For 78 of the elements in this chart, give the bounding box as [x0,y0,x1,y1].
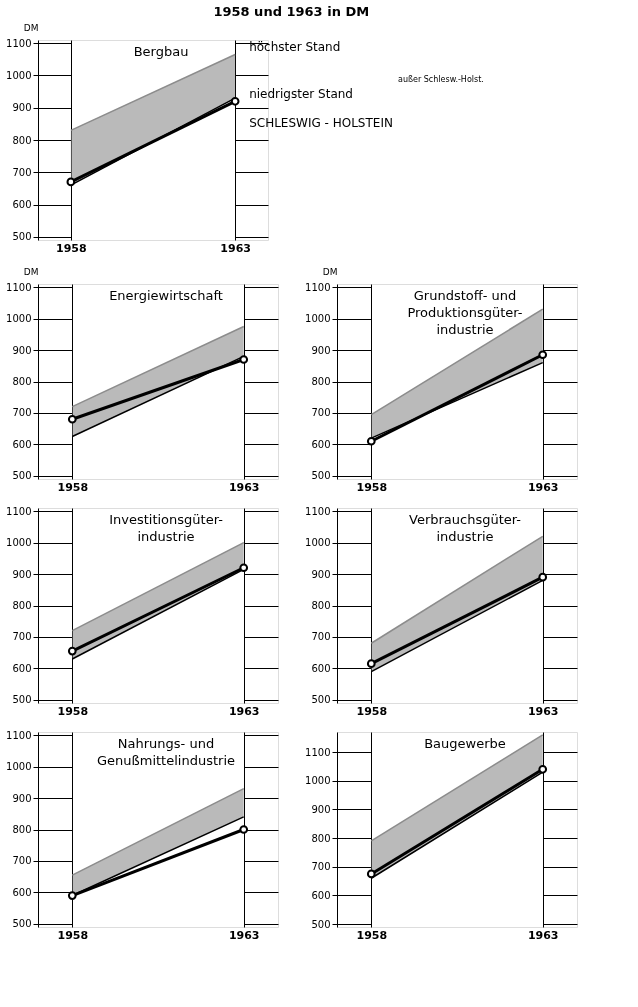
y-tick-label: 600 [12,199,32,211]
chart-title: Energiewirtschaft [109,288,223,303]
y-tick-label: 500 [12,231,32,243]
y-tick-label: 1000 [305,775,331,787]
text: Verbrauchsgüter- industrie [409,512,522,544]
y-tick-label: 800 [12,376,32,387]
x-tick-label: 1963 [228,704,260,718]
y-tick-label: 600 [311,889,331,901]
y-tick-label: 800 [12,600,32,611]
y-tick-label: 1100 [305,505,331,517]
y-tick-label: 900 [12,568,32,580]
y-tick-label: 800 [311,600,331,611]
x-tick-label: 1963 [527,480,559,494]
y-tick-label: 500 [311,694,331,706]
y-tick-label: 1100 [305,281,331,293]
y-tick-label: 900 [311,344,331,356]
y-tick-label: 800 [12,134,32,146]
y-tick-label: 1000 [6,313,32,325]
series-label: höchster Stand [249,39,341,54]
y-tick-label: 1000 [305,313,331,325]
y-tick-label: 900 [12,102,32,114]
y-tick-label: 1100 [6,505,32,517]
y-tick-label: 700 [311,631,331,643]
x-tick-label: 1958 [356,480,388,494]
y-tick-label: 800 [311,376,331,387]
chart-title: Baugewerbe [424,736,506,751]
x-tick-label: 1958 [57,704,89,718]
text: Nahrungs- und Genußmittelindustrie [97,736,235,768]
text: Grundstoff- und Produktionsgüter- industrie [407,288,523,337]
series-label: niedrigster Stand [249,87,353,102]
y-tick-label: 700 [311,861,331,873]
y-tick-label: 1100 [6,37,32,49]
x-tick-label: 1963 [527,928,559,942]
y-tick-label: 500 [311,918,331,930]
y-tick-label: 900 [12,792,32,804]
y-tick-label: 500 [12,694,32,706]
y-axis-title: DM [23,22,39,33]
y-tick-label: 700 [12,166,32,178]
x-tick-label: 1963 [228,480,260,494]
y-tick-label: 900 [311,803,331,815]
text: Investitionsgüter- industrie [109,512,224,544]
y-tick-label: 1100 [6,729,32,741]
y-tick-label: 1000 [6,537,32,549]
text: außer Schlesw.-Holst. [398,75,484,84]
y-tick-label: 700 [311,407,331,419]
y-tick-label: 600 [311,438,331,450]
x-tick-label: 1958 [356,704,388,718]
y-tick-label: 1000 [305,537,331,549]
y-tick-label: 600 [12,438,32,450]
y-tick-label: 700 [12,631,32,643]
y-tick-label: 1100 [305,746,331,758]
x-tick-label: 1958 [56,241,87,255]
y-axis-title: DM [322,266,338,277]
chart-title: Bergbau [133,44,189,59]
y-tick-label: 800 [311,832,331,844]
y-tick-label: 600 [12,662,32,674]
x-tick-label: 1963 [527,704,559,718]
y-tick-label: 1000 [6,761,32,773]
y-tick-label: 500 [12,918,32,930]
y-tick-label: 700 [12,855,32,867]
x-tick-label: 1963 [228,928,260,942]
y-tick-label: 700 [12,407,32,419]
y-tick-label: 600 [311,662,331,674]
y-axis-title: DM [23,266,39,277]
y-tick-label: 900 [12,344,32,356]
y-tick-label: 600 [12,886,32,898]
x-tick-label: 1958 [57,480,89,494]
x-tick-label: 1958 [356,928,388,942]
x-tick-label: 1963 [220,241,251,255]
series-label: SCHLESWIG - HOLSTEIN [249,116,393,131]
y-tick-label: 500 [311,470,331,482]
y-tick-label: 800 [12,824,32,835]
y-tick-label: 900 [311,568,331,580]
y-tick-label: 1100 [6,281,32,293]
chart-subtitle: 1958 und 1963 in DM [213,3,370,19]
y-tick-label: 500 [12,470,32,482]
y-tick-label: 1000 [6,69,32,81]
x-tick-label: 1958 [57,928,89,942]
